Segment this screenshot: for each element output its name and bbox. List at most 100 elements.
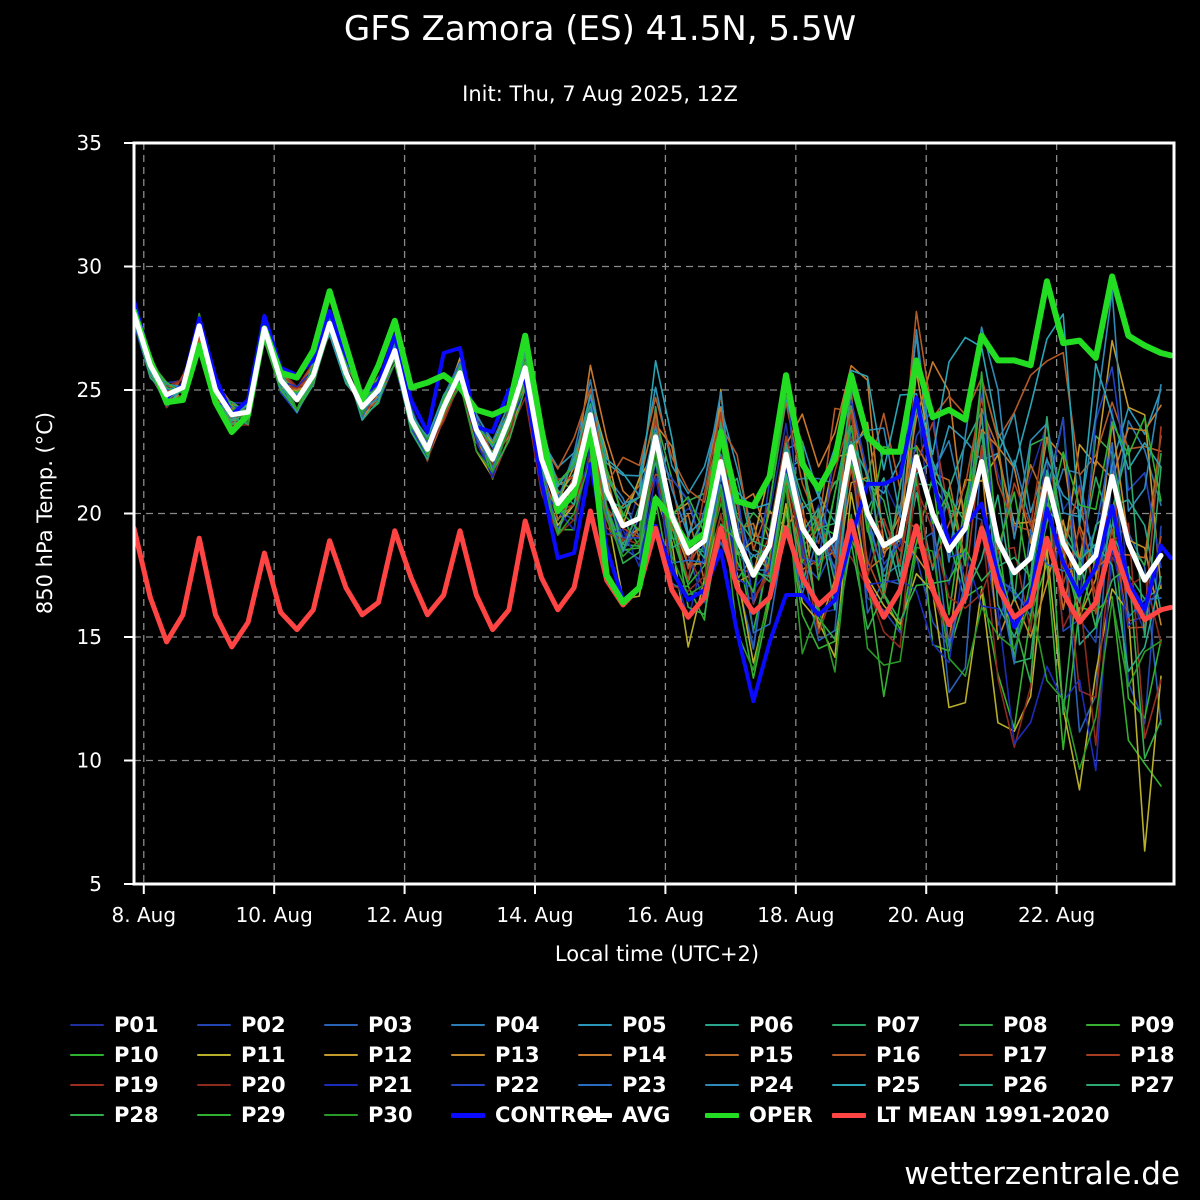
legend-swatch	[70, 1084, 104, 1086]
legend-swatch	[324, 1054, 358, 1056]
legend-item-p26: P26	[959, 1070, 1048, 1100]
legend-item-p14: P14	[578, 1040, 667, 1070]
legend-label: AVG	[622, 1103, 671, 1127]
legend-label: P06	[749, 1013, 794, 1037]
x-tick-label: 16. Aug	[627, 903, 704, 927]
series-lines	[134, 273, 1174, 852]
legend-label: P25	[876, 1073, 921, 1097]
legend-swatch	[832, 1024, 866, 1026]
legend-swatch	[197, 1024, 231, 1026]
legend-item-p05: P05	[578, 1010, 667, 1040]
series-line-lt-mean-1991-2020	[134, 508, 1174, 650]
x-tick-label: 8. Aug	[112, 903, 177, 927]
legend-swatch	[197, 1054, 231, 1056]
legend-label: P11	[241, 1043, 286, 1067]
legend-item-p17: P17	[959, 1040, 1048, 1070]
x-tick-label: 10. Aug	[236, 903, 313, 927]
legend-label: P27	[1130, 1073, 1175, 1097]
legend-swatch	[832, 1084, 866, 1086]
legend-item-p11: P11	[197, 1040, 286, 1070]
legend-label: P26	[1003, 1073, 1048, 1097]
legend-swatch	[324, 1084, 358, 1086]
legend-item-p08: P08	[959, 1010, 1048, 1040]
legend-label: P02	[241, 1013, 286, 1037]
legend-item-p02: P02	[197, 1010, 286, 1040]
legend-label: P29	[241, 1103, 286, 1127]
x-tick-label: 14. Aug	[496, 903, 573, 927]
legend-item-p15: P15	[705, 1040, 794, 1070]
legend-label: P13	[495, 1043, 540, 1067]
legend-item-p28: P28	[70, 1100, 159, 1130]
legend-label: P10	[114, 1043, 159, 1067]
legend-item-p21: P21	[324, 1070, 413, 1100]
legend-swatch	[705, 1112, 739, 1118]
legend-item-p06: P06	[705, 1010, 794, 1040]
legend-item-p22: P22	[451, 1070, 540, 1100]
legend-swatch	[1086, 1054, 1120, 1056]
x-tick-label: 18. Aug	[757, 903, 834, 927]
legend-label: P15	[749, 1043, 794, 1067]
legend-item-p10: P10	[70, 1040, 159, 1070]
legend-item-p03: P03	[324, 1010, 413, 1040]
legend-swatch	[70, 1024, 104, 1026]
x-tick-label: 20. Aug	[888, 903, 965, 927]
legend-swatch	[578, 1112, 612, 1118]
x-axis-label: Local time (UTC+2)	[555, 942, 759, 966]
legend-item-p23: P23	[578, 1070, 667, 1100]
legend-item-p29: P29	[197, 1100, 286, 1130]
legend-label: OPER	[749, 1103, 813, 1127]
legend-label: P12	[368, 1043, 413, 1067]
y-tick-label: 25	[77, 378, 102, 402]
legend-label: P28	[114, 1103, 159, 1127]
legend-swatch	[959, 1084, 993, 1086]
legend-label: LT MEAN 1991-2020	[876, 1103, 1110, 1127]
legend-swatch	[578, 1054, 612, 1056]
axis-ticks: 8. Aug 10. Aug 12. Aug 14. Aug 16. Aug 18. Au…	[77, 131, 1096, 927]
legend-label: P16	[876, 1043, 921, 1067]
y-tick-label: 5	[89, 872, 102, 896]
legend-label: P05	[622, 1013, 667, 1037]
legend-item-p04: P04	[451, 1010, 540, 1040]
legend-item-p09: P09	[1086, 1010, 1175, 1040]
legend-item-avg: AVG	[578, 1100, 670, 1130]
series-line-oper	[134, 273, 1174, 606]
legend-item-p18: P18	[1086, 1040, 1175, 1070]
legend-item-p24: P24	[705, 1070, 794, 1100]
watermark: wetterzentrale.de	[904, 1156, 1180, 1192]
legend-label: P08	[1003, 1013, 1048, 1037]
legend-label: P30	[368, 1103, 413, 1127]
legend-label: P19	[114, 1073, 159, 1097]
legend-label: P24	[749, 1073, 794, 1097]
legend-swatch	[578, 1024, 612, 1026]
legend-item-p01: P01	[70, 1010, 159, 1040]
legend-swatch	[705, 1024, 739, 1026]
legend-swatch	[1086, 1084, 1120, 1086]
legend-swatch	[959, 1024, 993, 1026]
legend-item-p12: P12	[324, 1040, 413, 1070]
legend-label: P04	[495, 1013, 540, 1037]
legend-item-p13: P13	[451, 1040, 540, 1070]
y-tick-label: 35	[77, 131, 102, 155]
legend-label: P18	[1130, 1043, 1175, 1067]
y-tick-label: 15	[77, 625, 102, 649]
legend-swatch	[451, 1084, 485, 1086]
legend-swatch	[70, 1054, 104, 1056]
legend-swatch	[197, 1114, 231, 1116]
x-tick-label: 22. Aug	[1018, 903, 1095, 927]
legend-swatch	[1086, 1024, 1120, 1026]
legend-label: P20	[241, 1073, 286, 1097]
y-tick-label: 20	[77, 502, 102, 526]
legend-swatch	[705, 1054, 739, 1056]
chart-title: GFS Zamora (ES) 41.5N, 5.5W	[344, 9, 856, 49]
plot-frame	[132, 141, 1176, 886]
legend-label: P23	[622, 1073, 667, 1097]
legend-item-p25: P25	[832, 1070, 921, 1100]
series-line-p21	[134, 318, 1162, 772]
legend-label: P21	[368, 1073, 413, 1097]
legend-label: P22	[495, 1073, 540, 1097]
legend-item-p27: P27	[1086, 1070, 1175, 1100]
legend-swatch	[324, 1024, 358, 1026]
legend-label: P01	[114, 1013, 159, 1037]
legend-item-p30: P30	[324, 1100, 413, 1130]
